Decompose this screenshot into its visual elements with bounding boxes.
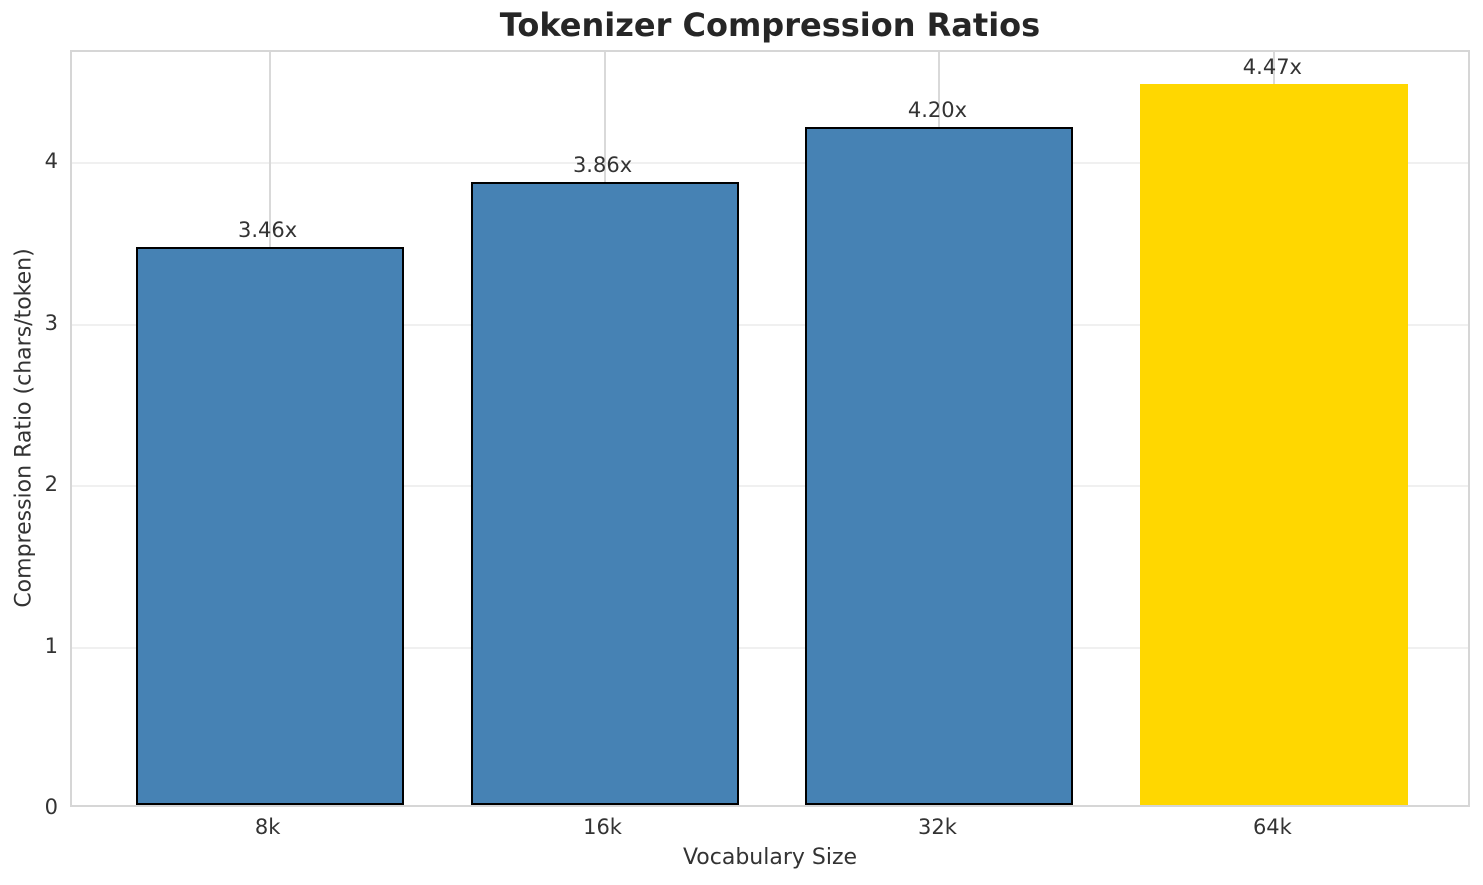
bar-value-label: 3.46x xyxy=(238,217,298,242)
bar-value-label: 4.47x xyxy=(1242,54,1302,79)
y-tick-label: 3 xyxy=(44,310,58,335)
x-tick-label: 32k xyxy=(918,815,957,839)
y-tick-label: 2 xyxy=(44,472,58,497)
bar-value-label: 4.20x xyxy=(907,98,968,123)
bar-64k xyxy=(1140,83,1409,805)
bar-16k xyxy=(470,181,739,805)
bar-value-label: 3.86x xyxy=(572,152,633,177)
y-tick-label: 1 xyxy=(44,633,58,658)
bar-8k xyxy=(135,246,404,805)
gridline-horizontal xyxy=(72,485,1468,488)
y-tick-label: 4 xyxy=(44,149,58,174)
plot-area xyxy=(70,50,1470,807)
gridline-horizontal xyxy=(72,162,1468,165)
y-tick-label: 0 xyxy=(44,795,58,819)
x-tick-label: 8k xyxy=(254,815,281,839)
x-tick-label: 16k xyxy=(583,815,622,839)
chart-title: Tokenizer Compression Ratios xyxy=(499,6,1041,44)
x-axis-label: Vocabulary Size xyxy=(682,845,858,870)
bar-32k xyxy=(805,127,1074,805)
y-axis-label: Compression Ratio (chars/token) xyxy=(11,248,37,608)
gridline-horizontal xyxy=(72,646,1468,649)
x-tick-label: 64k xyxy=(1252,815,1292,839)
gridline-horizontal xyxy=(72,323,1468,326)
